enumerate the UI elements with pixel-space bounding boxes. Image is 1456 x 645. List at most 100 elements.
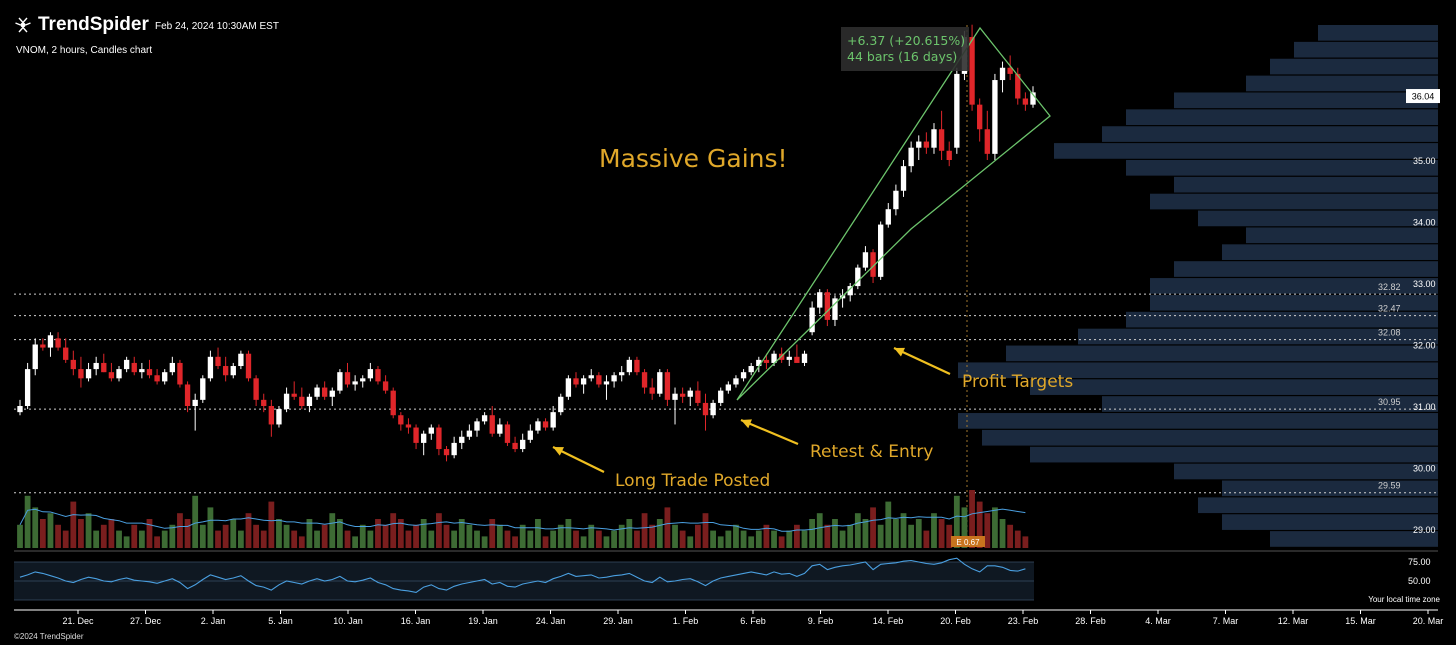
retest-entry-label: Retest & Entry bbox=[810, 442, 933, 462]
volume-profile-bar bbox=[1078, 328, 1438, 345]
volume-bar bbox=[344, 530, 351, 548]
brand-logo[interactable]: TrendSpider bbox=[14, 14, 149, 36]
profit-arrow-head bbox=[894, 347, 905, 357]
candle-body bbox=[268, 406, 275, 425]
volume-profile-bar bbox=[1174, 261, 1438, 277]
candle-body bbox=[580, 378, 587, 385]
candle-body bbox=[596, 375, 602, 385]
volume-bar bbox=[946, 524, 953, 548]
candle-body bbox=[131, 362, 137, 373]
volume-bar bbox=[405, 530, 412, 548]
rsi-line bbox=[19, 557, 1026, 593]
candle-body bbox=[47, 335, 54, 348]
volume-bar bbox=[260, 530, 267, 548]
chart-timestamp: Feb 24, 2024 10:30AM EST bbox=[155, 21, 279, 32]
candle-body bbox=[17, 406, 23, 413]
level-label: 32.08 bbox=[1378, 328, 1401, 338]
volume-bar bbox=[32, 507, 39, 548]
candle-body bbox=[337, 372, 343, 391]
level-label: 29.59 bbox=[1378, 481, 1401, 491]
x-tick-label: 20. Mar bbox=[1413, 616, 1444, 626]
volume-bars bbox=[17, 490, 1029, 548]
candle-body bbox=[786, 356, 792, 360]
volume-bar bbox=[154, 536, 160, 548]
volume-bar bbox=[436, 513, 442, 548]
candle-body bbox=[908, 147, 914, 167]
candles bbox=[17, 24, 1036, 462]
chart-subtitle: VNOM, 2 hours, Candles chart bbox=[16, 45, 153, 56]
candle-body bbox=[824, 292, 831, 320]
volume-profile-bar bbox=[1150, 193, 1438, 210]
volume-bar bbox=[641, 513, 648, 548]
candle-body bbox=[466, 430, 473, 437]
candle-body bbox=[733, 378, 739, 385]
retest-arrow bbox=[740, 418, 799, 446]
volume-bar bbox=[580, 536, 587, 548]
volume-bar bbox=[496, 524, 503, 548]
volume-profile-bar bbox=[1126, 159, 1438, 176]
volume-bar bbox=[862, 519, 869, 548]
volume-profile-bar bbox=[958, 413, 1438, 429]
candle-body bbox=[603, 381, 610, 385]
candle-body bbox=[63, 347, 69, 360]
volume-bar bbox=[740, 530, 747, 548]
x-tick-label: 20. Feb bbox=[940, 616, 971, 626]
x-tick-label: 5. Jan bbox=[268, 616, 293, 626]
volume-bar bbox=[47, 513, 54, 548]
candle-body bbox=[481, 415, 488, 422]
volume-bar bbox=[839, 530, 846, 548]
y-tick-label: 33.00 bbox=[1413, 279, 1436, 289]
headline-text: Massive Gains! bbox=[599, 144, 788, 173]
candle-body bbox=[992, 80, 998, 154]
volume-bar bbox=[900, 513, 907, 548]
candle-body bbox=[878, 224, 884, 277]
volume-bar bbox=[123, 536, 130, 548]
candle-body bbox=[512, 442, 518, 450]
candle-body bbox=[535, 421, 541, 431]
candle-body bbox=[360, 378, 366, 382]
volume-bar bbox=[291, 530, 298, 548]
volume-profile-bar bbox=[1054, 143, 1438, 159]
candle-body bbox=[664, 372, 671, 400]
volume-profile-bar bbox=[1030, 446, 1438, 463]
volume-bar bbox=[108, 519, 115, 548]
x-tick-label: 16. Jan bbox=[401, 616, 431, 626]
y-tick-label: 35.00 bbox=[1413, 156, 1436, 166]
volume-bar bbox=[1022, 536, 1029, 548]
candle-body bbox=[405, 424, 412, 428]
volume-bar bbox=[603, 536, 610, 548]
measure-bars: 44 bars (16 days) bbox=[847, 49, 957, 64]
candle-body bbox=[954, 73, 960, 148]
candle-body bbox=[352, 381, 358, 385]
y-tick-label: 32.00 bbox=[1413, 341, 1436, 351]
volume-bar bbox=[314, 530, 320, 548]
candle-body bbox=[398, 415, 404, 425]
candle-body bbox=[550, 412, 556, 428]
volume-bar bbox=[222, 524, 229, 548]
volume-bar bbox=[847, 524, 854, 548]
candle-body bbox=[900, 166, 907, 191]
candle-body bbox=[763, 359, 770, 363]
volume-bar bbox=[542, 536, 549, 548]
x-tick-label: 21. Dec bbox=[62, 616, 94, 626]
candle-body bbox=[390, 390, 396, 416]
candle-body bbox=[116, 369, 122, 379]
candle-body bbox=[695, 390, 701, 403]
candle-body bbox=[565, 378, 572, 397]
volume-bar bbox=[885, 501, 892, 548]
volume-bar bbox=[474, 530, 480, 548]
volume-bar bbox=[352, 536, 359, 548]
candle-body bbox=[329, 390, 335, 397]
volume-bar bbox=[961, 507, 968, 548]
volume-bar bbox=[428, 530, 435, 548]
volume-bar bbox=[489, 519, 496, 548]
volume-bar bbox=[237, 530, 244, 548]
candle-body bbox=[969, 37, 975, 105]
volume-bar bbox=[854, 513, 861, 548]
candle-body bbox=[108, 372, 115, 379]
candle-body bbox=[192, 399, 198, 406]
volume-bar bbox=[694, 524, 701, 548]
volume-bar bbox=[367, 530, 374, 548]
brand-name: TrendSpider bbox=[38, 14, 149, 35]
